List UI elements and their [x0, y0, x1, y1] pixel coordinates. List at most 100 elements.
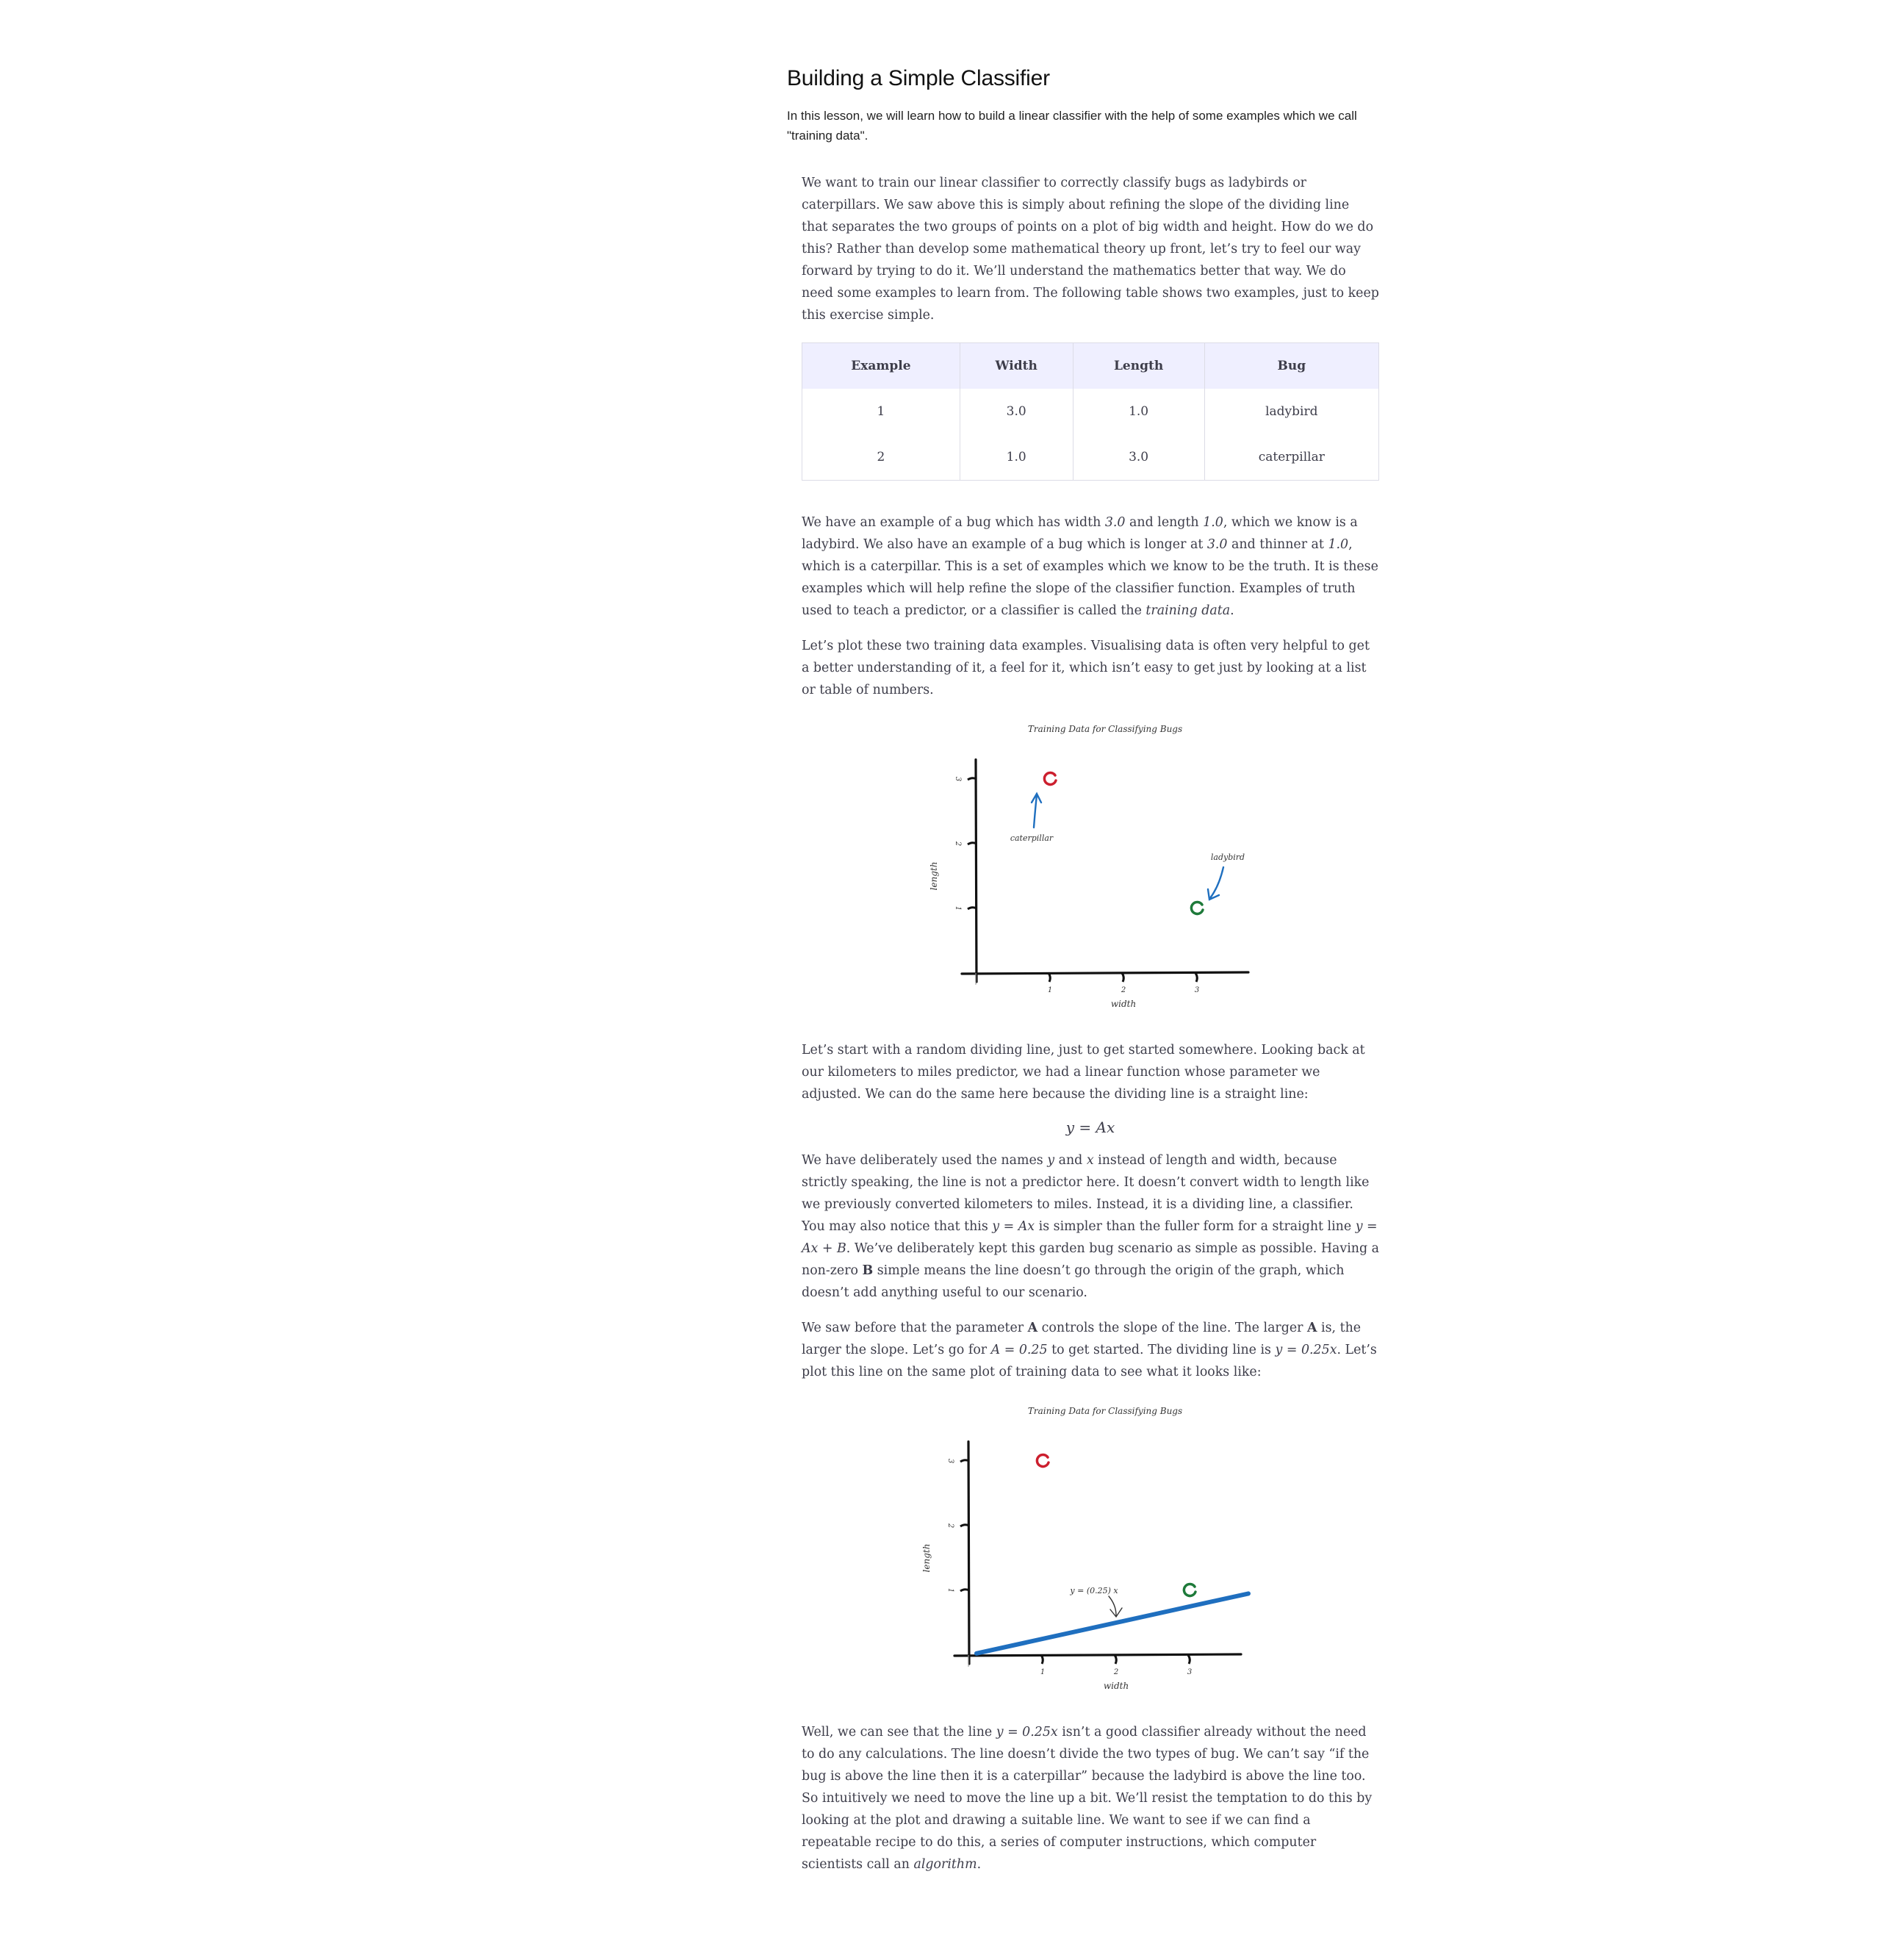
- table-cell: 1.0: [959, 434, 1073, 481]
- text-run: and length: [1125, 515, 1204, 530]
- x-tick-mark: [1121, 972, 1125, 983]
- x-tick-label: 2: [1121, 986, 1126, 994]
- text-run: to get started. The dividing line is: [1047, 1343, 1276, 1357]
- y-tick-mark: [960, 1459, 970, 1463]
- inline-equation: y = Ax: [992, 1219, 1035, 1234]
- table-row: 1 3.0 1.0 ladybird: [802, 389, 1380, 434]
- annotation-caterpillar: caterpillar: [1010, 833, 1054, 843]
- table-cell: 2: [802, 434, 960, 481]
- x-axis-line: [953, 1653, 1242, 1657]
- x-tick-label: 3: [1195, 986, 1199, 994]
- y-axis-label: length: [929, 862, 939, 891]
- y-tick-label: 1: [946, 1588, 954, 1593]
- table-cell: ladybird: [1204, 389, 1380, 434]
- x-tick-mark: [1194, 972, 1198, 983]
- paragraph-4: Let’s start with a random dividing line,…: [802, 1043, 1365, 1102]
- y-axis-line: [967, 1440, 971, 1665]
- annotation-line-label: y = (0.25) x: [1069, 1586, 1118, 1595]
- paragraph-5: We have deliberately used the names y an…: [802, 1149, 1379, 1304]
- paragraph-2: We have an example of a bug which has wi…: [802, 511, 1379, 622]
- text-run: , which is a caterpillar. This is a set …: [802, 537, 1378, 618]
- x-tick-label: 3: [1187, 1668, 1192, 1676]
- paragraph-6: We saw before that the parameter A contr…: [802, 1317, 1379, 1383]
- table-cell: 3.0: [1072, 434, 1205, 481]
- annotation-arrow: [1206, 866, 1225, 901]
- x-tick-label: 2: [1113, 1668, 1118, 1676]
- text-run: . Let’s plot this line on the same plot …: [802, 1343, 1377, 1379]
- x-tick-label: 1: [1040, 1668, 1045, 1676]
- y-axis-line: [974, 758, 978, 983]
- table-cell: caterpillar: [1204, 434, 1380, 481]
- math-value: 1.0: [1203, 515, 1223, 530]
- inline-equation: y = 0.25x: [1275, 1343, 1337, 1357]
- table-header-cell: Width: [959, 342, 1073, 389]
- y-axis-label: length: [921, 1544, 932, 1573]
- chart-title: Training Data for Classifying Bugs: [1028, 724, 1182, 734]
- training-data-table: Example Width Length Bug 1 3.0 1.0 ladyb…: [802, 342, 1380, 481]
- x-tick-mark: [1113, 1654, 1118, 1665]
- text-run: We have deliberately used the names: [802, 1153, 1048, 1168]
- inline-equation: y = Ax + B: [802, 1219, 1378, 1256]
- bold-a: A: [1027, 1321, 1038, 1335]
- table-header-cell: Length: [1072, 342, 1205, 389]
- equation-y-ax: y = Ax: [1065, 1119, 1115, 1136]
- text-run: Well, we can see that the line: [802, 1725, 996, 1740]
- text-run: controls the slope of the line. The larg…: [1037, 1321, 1308, 1335]
- y-tick-mark: [960, 1588, 970, 1593]
- inline-equation: y = 0.25x: [996, 1725, 1058, 1740]
- bold-a: A: [1307, 1321, 1317, 1335]
- y-tick-mark: [967, 841, 977, 846]
- table-cell: 3.0: [959, 389, 1073, 434]
- text-run: , which we know is a ladybird. We also h…: [802, 515, 1358, 552]
- math-value: 1.0: [1328, 537, 1349, 552]
- y-tick-label: 3: [954, 777, 962, 781]
- data-point: [1035, 1453, 1050, 1468]
- math-var-y: y: [1047, 1153, 1055, 1168]
- paragraph-1: We want to train our linear classifier t…: [802, 176, 1379, 323]
- annotation-arrow: [1108, 1595, 1123, 1618]
- text-run: is simpler than the fuller form for a st…: [1035, 1219, 1356, 1234]
- emphasis-training-data: training data: [1145, 603, 1231, 618]
- text-run: and thinner at: [1227, 537, 1328, 552]
- y-tick-label: 2: [946, 1523, 954, 1528]
- table-row: 2 1.0 3.0 caterpillar: [802, 434, 1380, 481]
- dividing-line: [974, 1591, 1251, 1656]
- lesson-title: Building a Simple Classifier: [787, 66, 1050, 90]
- x-axis-line: [960, 971, 1250, 975]
- x-axis-label: width: [1104, 1681, 1129, 1691]
- lesson-page: Building a Simple Classifier In this les…: [787, 66, 1380, 1889]
- y-tick-mark: [967, 906, 977, 911]
- y-tick-label: 2: [954, 841, 962, 846]
- math-value: 3.0: [1206, 537, 1228, 552]
- y-tick-label: 1: [954, 906, 962, 911]
- x-tick-mark: [1047, 972, 1051, 983]
- text-run: .: [1230, 603, 1234, 618]
- table-header-cell: Bug: [1204, 342, 1380, 389]
- data-point: [1190, 900, 1204, 916]
- text-run: isn’t a good classifier already without …: [802, 1725, 1373, 1872]
- table-header-cell: Example: [802, 342, 960, 389]
- text-run: is, the larger the slope. Let’s go for: [802, 1321, 1362, 1357]
- math-var-x: x: [1086, 1153, 1094, 1168]
- bold-b: B: [862, 1263, 874, 1278]
- text-run: We saw before that the parameter: [802, 1321, 1028, 1335]
- annotation-ladybird: ladybird: [1211, 852, 1245, 862]
- y-tick-mark: [967, 777, 977, 781]
- emphasis-algorithm: algorithm: [913, 1857, 977, 1872]
- y-tick-mark: [960, 1523, 970, 1528]
- x-tick-label: 1: [1048, 986, 1052, 994]
- training-data-chart-2: Training Data for Classifying Bugs 1 2 3 1 2 3…: [921, 1406, 1251, 1691]
- paragraph-7: Well, we can see that the line y = 0.25x…: [802, 1721, 1379, 1875]
- text-run: instead of length and width, because str…: [802, 1153, 1370, 1234]
- text-run: We have an example of a bug which has wi…: [802, 515, 1105, 530]
- x-tick-mark: [1040, 1654, 1044, 1665]
- table-header-row: Example Width Length Bug: [802, 342, 1380, 389]
- math-value: 3.0: [1104, 515, 1126, 530]
- training-data-chart-1: Training Data for Classifying Bugs 1 2 3 1 2 3…: [929, 724, 1250, 1009]
- x-axis-label: width: [1111, 999, 1136, 1009]
- lesson-content: We want to train our linear classifier t…: [802, 172, 1380, 1875]
- chart-title: Training Data for Classifying Bugs: [1028, 1406, 1182, 1416]
- text-run: . We’ve deliberately kept this garden bu…: [802, 1241, 1379, 1278]
- text-run: and: [1054, 1153, 1087, 1168]
- annotation-arrow: [1030, 791, 1043, 829]
